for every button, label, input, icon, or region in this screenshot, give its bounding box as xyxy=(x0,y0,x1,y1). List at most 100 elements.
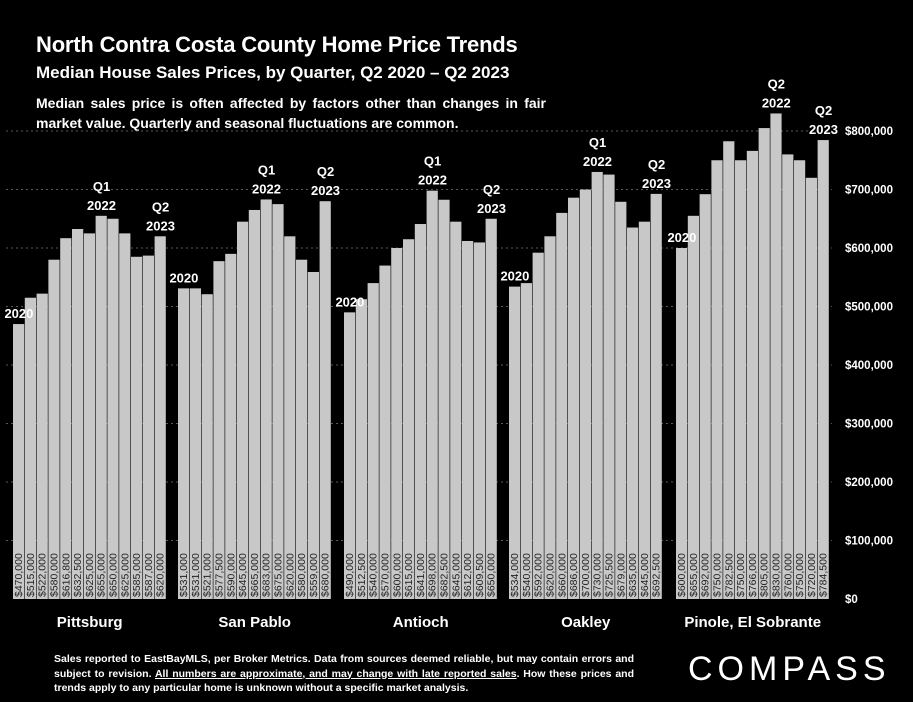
bar-value-label: $620,000 xyxy=(545,553,557,597)
bar-annotation: 2022 xyxy=(87,198,116,213)
bar-value-label: $692,500 xyxy=(651,553,663,597)
bar xyxy=(650,193,662,599)
bar xyxy=(591,171,603,599)
bar-value-label: $645,000 xyxy=(237,553,249,597)
bar xyxy=(699,194,711,599)
bar xyxy=(131,256,143,599)
bar-annotation: 2023 xyxy=(311,183,340,198)
bar-value-label: $675,000 xyxy=(273,553,285,597)
bar xyxy=(735,160,747,599)
bar-value-label: $600,000 xyxy=(676,553,688,597)
bar-value-label: $540,000 xyxy=(368,553,380,597)
bar xyxy=(805,177,817,600)
bar xyxy=(473,242,485,599)
bar xyxy=(60,238,72,599)
bar-annotation: Q2 xyxy=(152,199,169,214)
y-tick-label: $700,000 xyxy=(845,185,893,197)
bar-value-label: $612,000 xyxy=(462,553,474,597)
bar-value-label: $698,000 xyxy=(427,553,439,597)
bar xyxy=(237,221,249,600)
bar-value-label: $660,000 xyxy=(556,553,568,597)
bar-value-label: $655,000 xyxy=(688,553,700,597)
bar-value-label: $720,000 xyxy=(806,553,818,597)
bar-annotation: Q1 xyxy=(424,154,441,169)
bar-annotation: 2022 xyxy=(252,181,281,196)
bar-annotation: 2020 xyxy=(667,230,696,245)
bar xyxy=(579,189,591,599)
bar-value-label: $531,000 xyxy=(190,553,202,597)
chart-description: Median sales price is often affected by … xyxy=(36,95,546,131)
bar xyxy=(687,215,699,599)
bar-value-label: $650,000 xyxy=(486,553,498,597)
bar xyxy=(485,218,497,599)
bar xyxy=(95,215,107,599)
bar-value-label: $750,000 xyxy=(735,553,747,597)
bar xyxy=(758,128,770,599)
bar xyxy=(189,288,201,599)
y-tick-label: $800,000 xyxy=(845,126,893,138)
bar-value-label: $645,000 xyxy=(639,553,651,597)
bar-value-label: $616,800 xyxy=(60,553,72,597)
y-tick-label: $600,000 xyxy=(845,243,893,255)
footer-text-2: . How these prices and trends apply to a… xyxy=(54,667,634,695)
bar-value-label: $600,000 xyxy=(391,553,403,597)
bar-annotation: 2023 xyxy=(477,201,506,216)
bar xyxy=(450,221,462,600)
bar-annotation: 2020 xyxy=(4,306,33,321)
bar-value-label: $585,000 xyxy=(131,553,143,597)
bar xyxy=(142,255,154,600)
bar xyxy=(817,140,829,599)
bar xyxy=(568,197,580,599)
category-label: Antioch xyxy=(393,614,449,631)
bar-value-label: $580,000 xyxy=(49,553,61,597)
footer-note: Sales reported to EastBayMLS, per Broker… xyxy=(54,652,634,696)
bar-value-label: $625,000 xyxy=(84,553,96,597)
bar-annotation: Q1 xyxy=(589,135,606,150)
bar-annotation: 2020 xyxy=(335,294,364,309)
bar-value-label: $679,000 xyxy=(615,553,627,597)
bar xyxy=(615,201,627,599)
bar xyxy=(509,286,521,599)
bar-value-label: $725,500 xyxy=(604,553,616,597)
bar-value-label: $680,000 xyxy=(320,553,332,597)
compass-logo: COMPASS xyxy=(688,650,891,688)
bar-annotation: Q1 xyxy=(93,179,110,194)
bar-annotation: Q2 xyxy=(483,182,500,197)
bar xyxy=(119,233,131,599)
bar xyxy=(627,227,639,599)
bar xyxy=(379,265,391,599)
bar-value-label: $620,000 xyxy=(284,553,296,597)
category-label: Pinole, El Sobrante xyxy=(684,614,821,631)
bar xyxy=(296,259,308,599)
bar-value-label: $682,500 xyxy=(439,553,451,597)
bar-value-label: $512,500 xyxy=(356,553,368,597)
bar xyxy=(676,248,688,599)
bar-annotation: 2020 xyxy=(169,270,198,285)
bar xyxy=(532,252,544,599)
bar-value-label: $665,000 xyxy=(249,553,261,597)
bar xyxy=(355,299,367,599)
bar xyxy=(344,312,356,599)
bar xyxy=(426,190,438,600)
bar xyxy=(201,294,213,599)
y-tick-label: $500,000 xyxy=(845,302,893,314)
bar xyxy=(107,218,119,599)
bar xyxy=(746,150,758,599)
bar-value-label: $540,000 xyxy=(521,553,533,597)
bar-value-label: $577,500 xyxy=(214,553,226,597)
bar xyxy=(391,248,403,599)
bar xyxy=(462,240,474,600)
bar-value-label: $531,000 xyxy=(178,553,190,597)
bar-value-label: $635,000 xyxy=(627,553,639,597)
bar-value-label: $521,000 xyxy=(202,553,214,597)
bar-value-label: $750,000 xyxy=(794,553,806,597)
bar xyxy=(260,199,272,599)
bar xyxy=(248,209,260,599)
bar xyxy=(556,212,568,599)
bar xyxy=(638,221,650,600)
bar xyxy=(367,283,379,599)
bar xyxy=(319,201,331,599)
bar-value-label: $625,000 xyxy=(119,553,131,597)
bar-annotation: 2023 xyxy=(146,218,175,233)
